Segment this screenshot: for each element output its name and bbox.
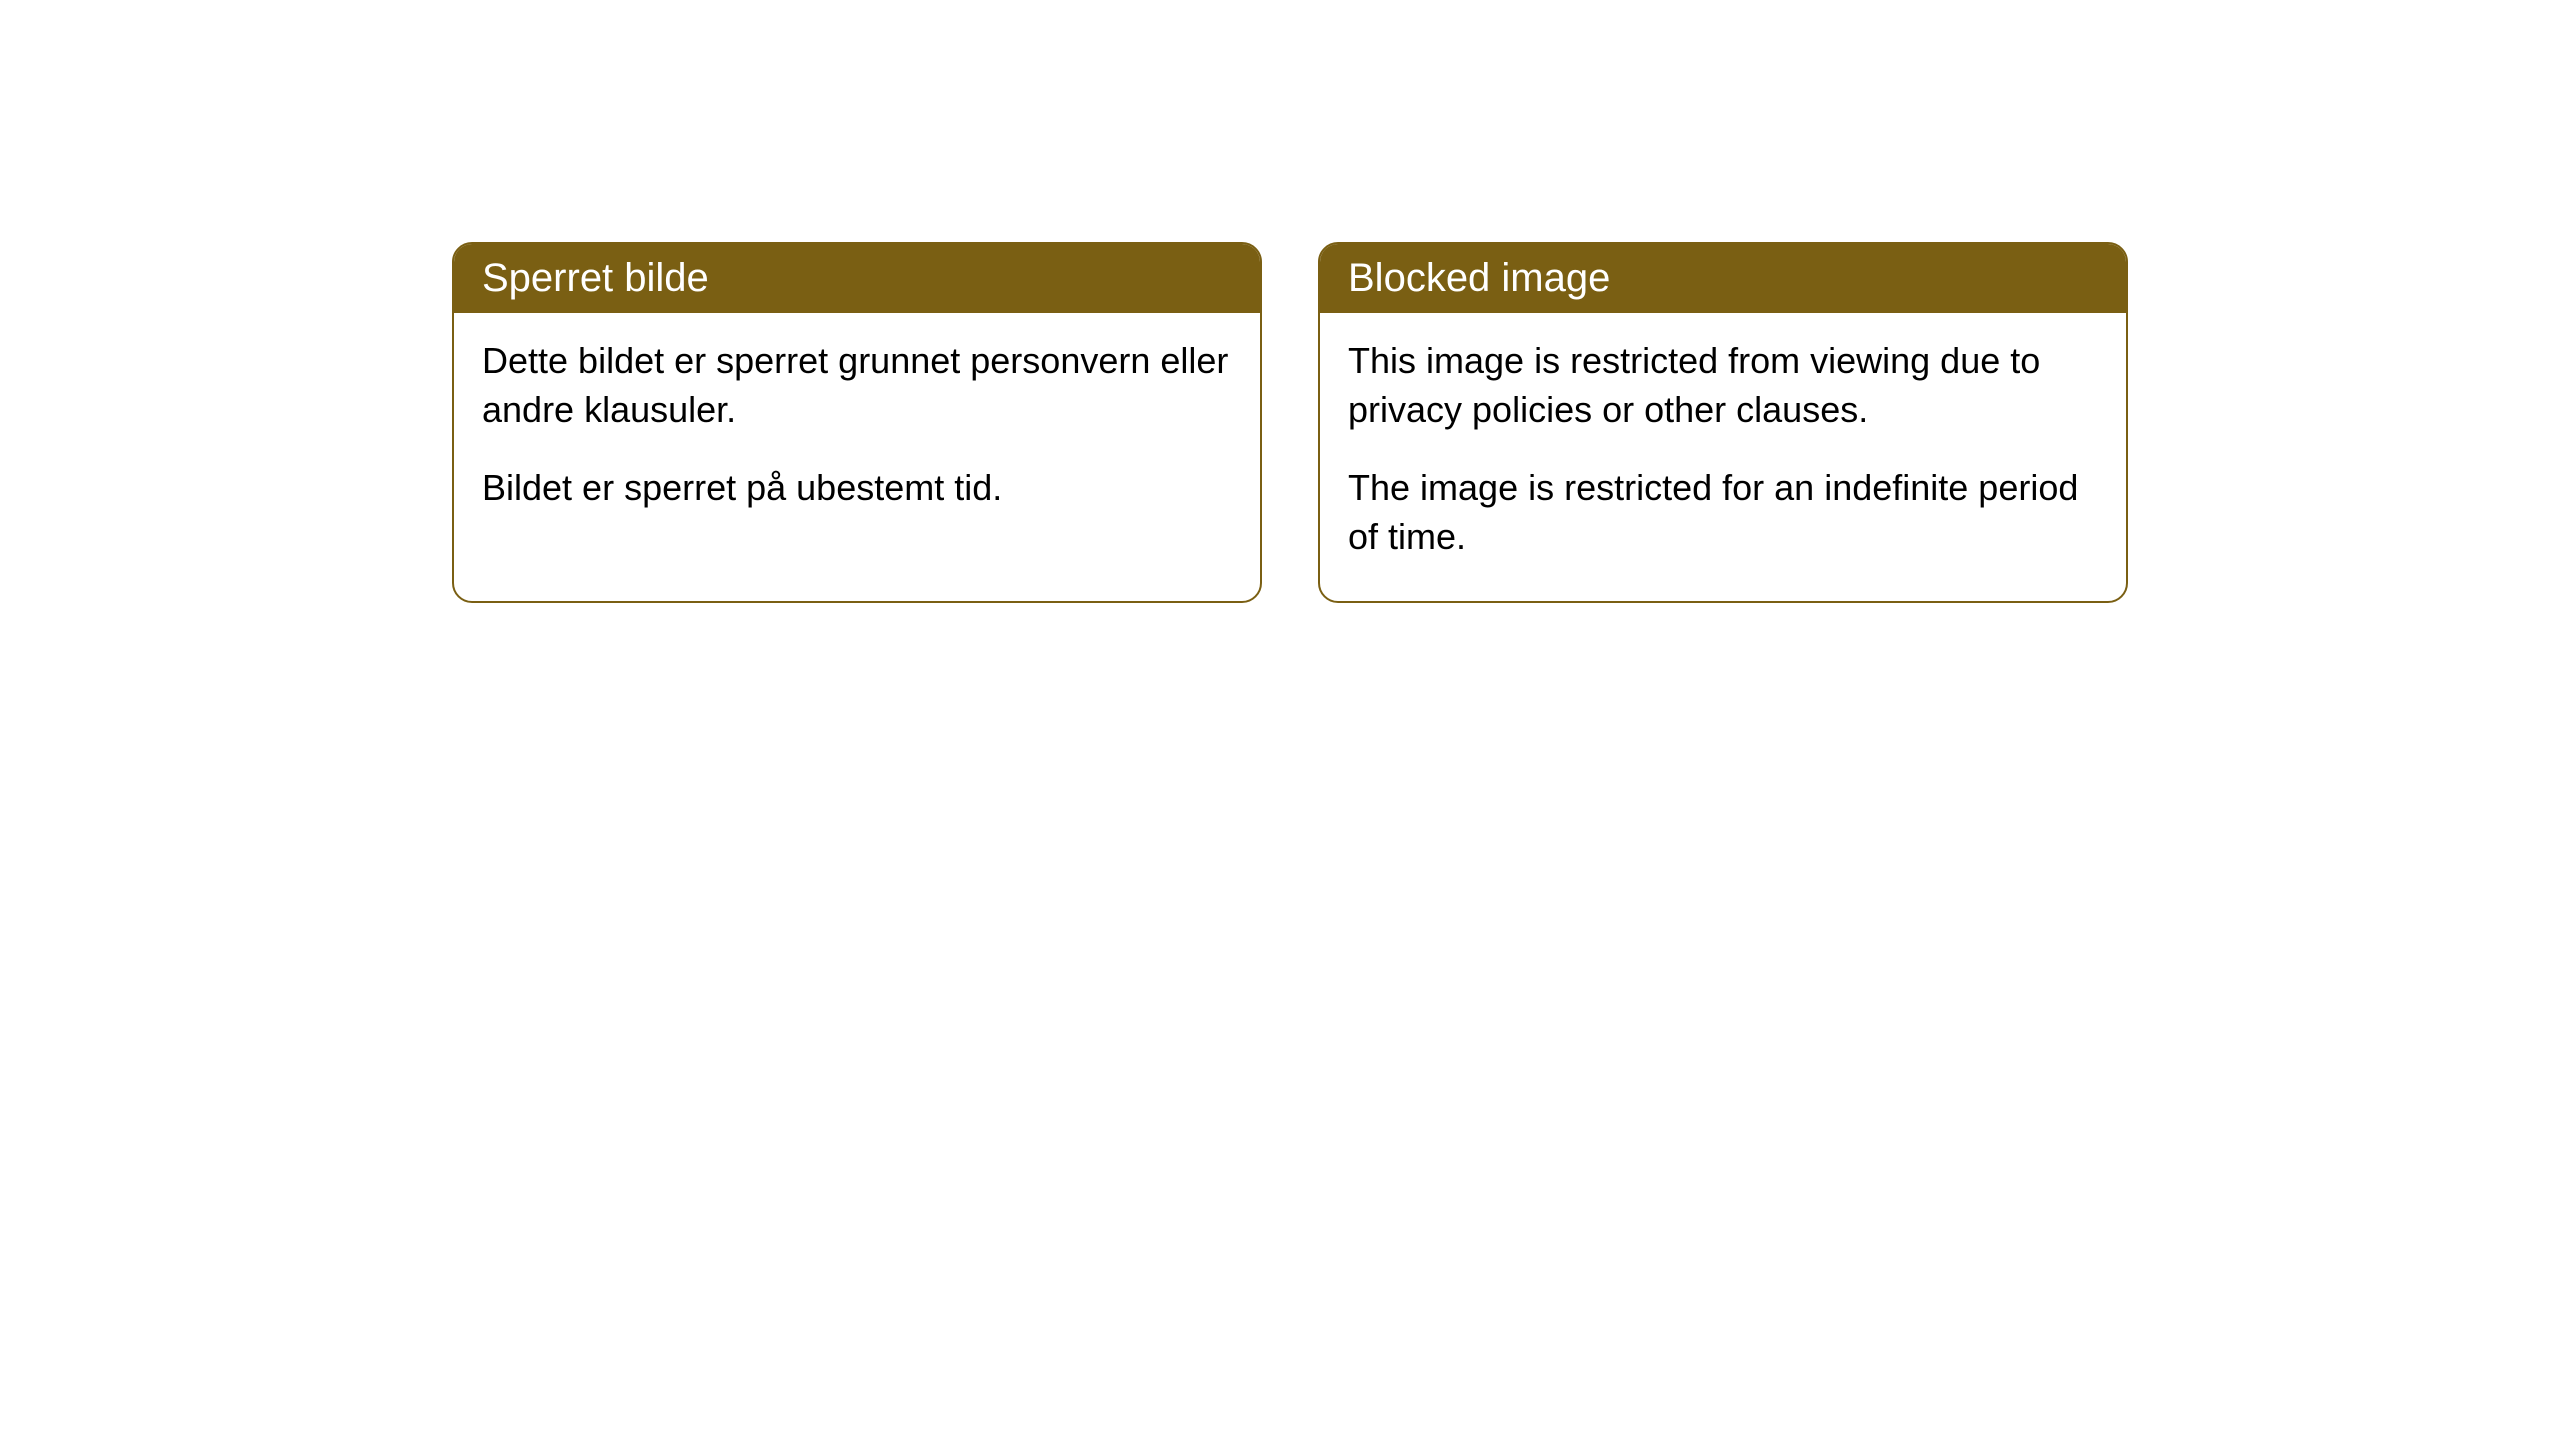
card-header-norwegian: Sperret bilde bbox=[454, 244, 1260, 313]
card-header-english: Blocked image bbox=[1320, 244, 2126, 313]
card-title-norwegian: Sperret bilde bbox=[482, 256, 709, 300]
card-body-english: This image is restricted from viewing du… bbox=[1320, 313, 2126, 601]
cards-container: Sperret bilde Dette bildet er sperret gr… bbox=[0, 0, 2560, 603]
card-paragraph2-norwegian: Bildet er sperret på ubestemt tid. bbox=[482, 464, 1232, 513]
card-norwegian: Sperret bilde Dette bildet er sperret gr… bbox=[452, 242, 1262, 603]
card-paragraph1-norwegian: Dette bildet er sperret grunnet personve… bbox=[482, 337, 1232, 434]
card-title-english: Blocked image bbox=[1348, 256, 1610, 300]
card-paragraph1-english: This image is restricted from viewing du… bbox=[1348, 337, 2098, 434]
card-paragraph2-english: The image is restricted for an indefinit… bbox=[1348, 464, 2098, 561]
card-body-norwegian: Dette bildet er sperret grunnet personve… bbox=[454, 313, 1260, 553]
card-english: Blocked image This image is restricted f… bbox=[1318, 242, 2128, 603]
